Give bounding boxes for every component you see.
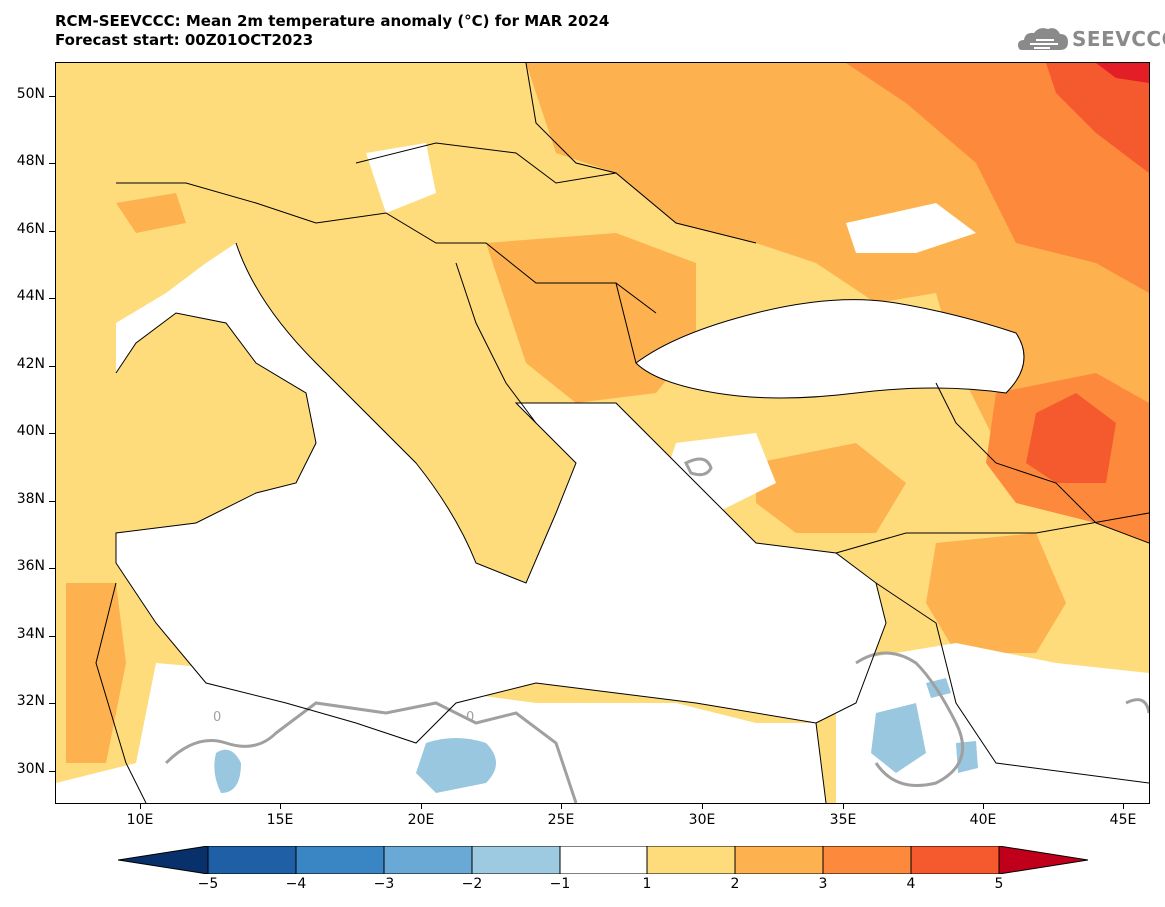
anomaly-fill-2-3-syria: [926, 533, 1066, 653]
anomaly-fill-2-3-tunisia: [66, 583, 126, 763]
colorbar-label: 2: [730, 876, 740, 892]
colorbar-seg-3: [383, 846, 473, 874]
x-tick: [843, 803, 844, 809]
colorbar-label: 5: [994, 876, 1004, 892]
anomaly-neutral-north-africa: [56, 663, 826, 803]
mediterranean-sea: [116, 243, 886, 743]
x-tick-label: 10E: [126, 812, 154, 828]
anomaly-fill-neg-libya-west: [214, 749, 241, 793]
y-tick-label: 36N: [16, 558, 45, 574]
y-tick-label: 30N: [16, 761, 45, 777]
contour-label-west: 0: [213, 710, 221, 725]
colorbar-seg-7: [734, 846, 824, 874]
colorbar-label: −1: [549, 876, 571, 892]
y-tick: [49, 231, 55, 232]
y-tick-label: 48N: [16, 153, 45, 169]
colorbar-seg-8: [822, 846, 912, 874]
y-tick-label: 42N: [16, 356, 45, 372]
anomaly-fill-neg-jordan: [871, 703, 926, 773]
x-tick: [983, 803, 984, 809]
x-tick-label: 15E: [266, 812, 294, 828]
anomaly-fill-4-5-north: [1046, 63, 1149, 173]
y-tick-label: 40N: [16, 423, 45, 439]
y-tick: [49, 366, 55, 367]
x-tick-label: 35E: [829, 812, 857, 828]
colorbar-seg-5: [559, 846, 648, 874]
y-tick: [49, 298, 55, 299]
x-tick: [1123, 803, 1124, 809]
y-tick-label: 44N: [16, 288, 45, 304]
y-tick-label: 32N: [16, 693, 45, 709]
colorbar-seg-10: [998, 846, 1088, 874]
y-tick: [49, 96, 55, 97]
black-sea: [636, 299, 1024, 398]
x-tick: [421, 803, 422, 809]
anomaly-neutral-arabia: [836, 643, 1149, 803]
x-tick-label: 30E: [688, 812, 716, 828]
x-tick: [140, 803, 141, 809]
colorbar-seg-0: [118, 846, 209, 874]
y-tick: [49, 703, 55, 704]
colorbar: [118, 846, 1088, 874]
x-tick-label: 25E: [547, 812, 575, 828]
anomaly-fill-neg-saudi: [956, 741, 978, 773]
x-tick: [280, 803, 281, 809]
anomaly-fill-2-3-anatolia: [756, 443, 906, 533]
colorbar-label: −5: [197, 876, 219, 892]
sea-of-azov: [846, 203, 976, 253]
anomaly-neutral-anatolia: [656, 433, 776, 513]
country-borders: [95, 63, 1149, 803]
y-tick: [49, 163, 55, 164]
anomaly-fill-neg-libya: [416, 738, 496, 793]
anomaly-map[interactable]: 0 0: [55, 62, 1150, 804]
y-tick: [49, 636, 55, 637]
colorbar-label: −2: [461, 876, 483, 892]
x-tick-label: 45E: [1109, 812, 1137, 828]
seevccc-cloud-logo-icon: [1018, 28, 1068, 50]
contour-zero-libya: [164, 701, 578, 803]
y-tick: [49, 501, 55, 502]
anomaly-fill-gt5: [1096, 63, 1149, 83]
y-tick-label: 50N: [16, 86, 45, 102]
logo-text: SEEVCCC: [1072, 27, 1165, 51]
colorbar-label: 1: [642, 876, 652, 892]
y-tick: [49, 433, 55, 434]
colorbar-seg-1: [207, 846, 297, 874]
y-tick-label: 34N: [16, 626, 45, 642]
anomaly-fill-3-4-north: [846, 63, 1149, 293]
colorbar-seg-6: [646, 846, 736, 874]
anomaly-fill-2-3-alps: [116, 193, 186, 233]
contour-zero-east: [1125, 698, 1149, 714]
contour-label: 0: [466, 710, 474, 725]
x-tick: [702, 803, 703, 809]
colorbar-label: −3: [373, 876, 395, 892]
map-title: RCM-SEEVCCC: Mean 2m temperature anomaly…: [55, 12, 610, 30]
forecast-start-label: Forecast start: 00Z01OCT2023: [55, 31, 314, 49]
y-tick-label: 38N: [16, 491, 45, 507]
x-tick-label: 40E: [969, 812, 997, 828]
contour-zero-levant: [855, 651, 965, 787]
y-tick-label: 46N: [16, 221, 45, 237]
colorbar-label: −4: [285, 876, 307, 892]
x-tick-label: 20E: [407, 812, 435, 828]
anomaly-neutral-hungary: [366, 143, 436, 213]
y-tick: [49, 568, 55, 569]
anomaly-fill-4-5-caucasus: [1026, 393, 1116, 483]
y-tick: [49, 771, 55, 772]
colorbar-label: 3: [818, 876, 828, 892]
colorbar-seg-4: [471, 846, 561, 874]
colorbar-label: 4: [906, 876, 916, 892]
x-tick: [561, 803, 562, 809]
contour-zero-anatolia: [683, 457, 713, 477]
anomaly-map-canvas: 0 0: [56, 63, 1149, 803]
colorbar-seg-9: [910, 846, 1000, 874]
colorbar-seg-2: [295, 846, 385, 874]
